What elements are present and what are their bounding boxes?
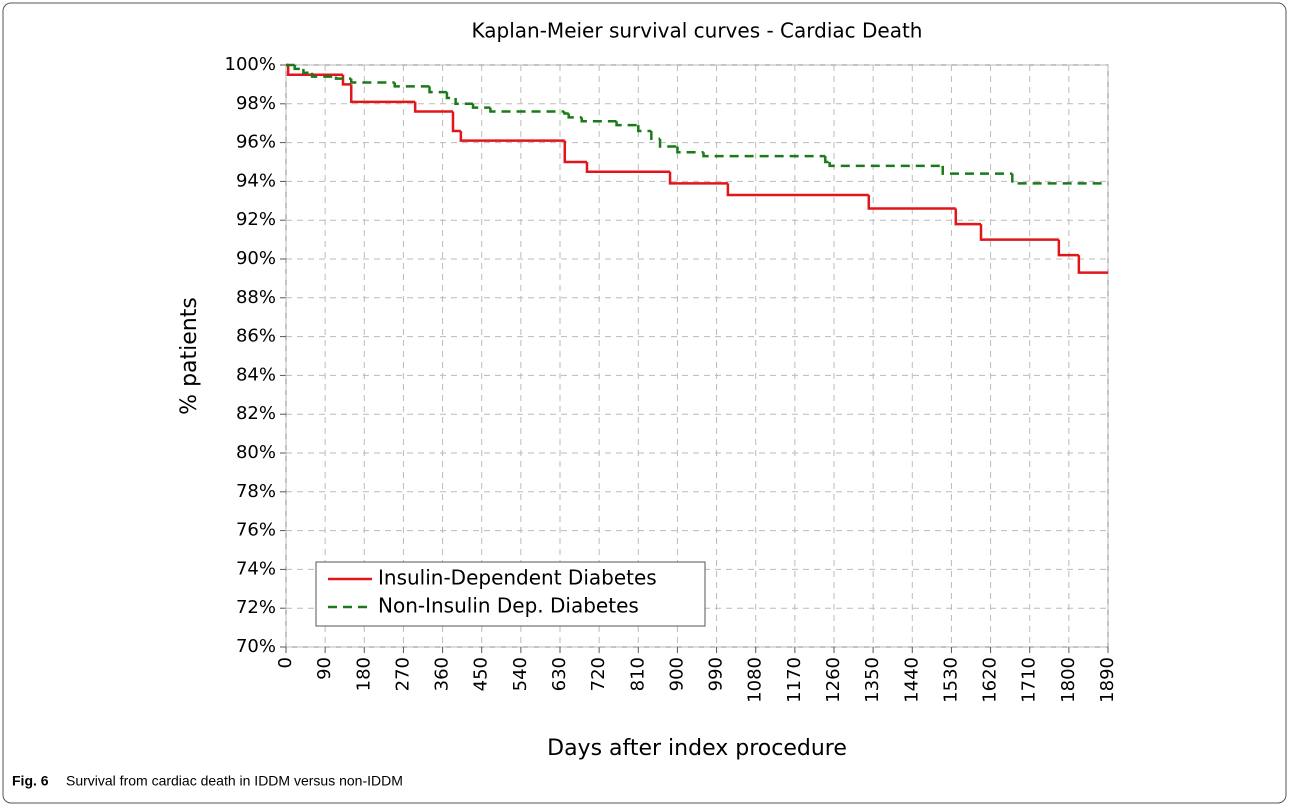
y-tick-label: 70% — [236, 636, 276, 657]
step-segment — [334, 76, 352, 80]
y-tick-label: 98% — [236, 93, 276, 114]
x-tick-label: 360 — [432, 657, 453, 691]
chart-title: Kaplan-Meier survival curves - Cardiac D… — [472, 19, 923, 43]
x-tick-label: 1440 — [901, 657, 922, 703]
y-tick-label: 86% — [236, 326, 276, 347]
step-segment — [637, 125, 652, 133]
step-segment — [293, 65, 304, 71]
step-segment — [454, 97, 474, 106]
x-tick-label: 1800 — [1058, 657, 1079, 703]
y-tick-label: 80% — [236, 442, 276, 463]
step-segment — [658, 138, 678, 148]
step-segment — [824, 156, 830, 164]
x-tick-label: 1530 — [940, 657, 961, 703]
step-segment — [302, 68, 313, 75]
step-segment — [1057, 239, 1079, 257]
y-axis-label: % patients — [177, 297, 202, 415]
step-segment — [310, 72, 337, 78]
step-segment — [1011, 173, 1108, 185]
step-segment — [428, 86, 447, 94]
x-tick-label: 0 — [275, 657, 296, 668]
y-tick-label: 94% — [236, 170, 276, 191]
x-tick-label: 540 — [510, 657, 531, 691]
y-tick-label: 74% — [236, 558, 276, 579]
step-segment — [563, 111, 569, 115]
step-segment — [676, 146, 704, 154]
step-segment — [349, 78, 395, 84]
x-tick-label: 1620 — [980, 657, 1001, 703]
y-tick-label: 90% — [236, 248, 276, 269]
x-tick-label: 1710 — [1019, 657, 1040, 703]
plot-area — [285, 64, 1109, 648]
y-tick-label: 82% — [236, 403, 276, 424]
step-segment — [393, 82, 430, 88]
step-segment — [580, 117, 617, 123]
step-segment — [413, 101, 454, 113]
x-tick-label: 1080 — [745, 657, 766, 703]
x-tick-label: 90 — [314, 657, 335, 680]
x-tick-label: 1260 — [823, 657, 844, 703]
caption-label: Fig. 6 — [12, 773, 49, 789]
step-segment — [867, 194, 956, 210]
step-segment — [349, 84, 416, 104]
legend-label: Insulin-Dependent Diabetes — [378, 566, 657, 590]
y-tick-label: 92% — [236, 209, 276, 230]
x-tick-label: 630 — [549, 657, 570, 691]
step-segment — [445, 92, 456, 100]
caption-text: Survival from cardiac death in IDDM vers… — [66, 773, 403, 789]
x-tick-label: 1890 — [1097, 657, 1118, 703]
y-tick-label: 76% — [236, 520, 276, 541]
x-tick-label: 720 — [588, 657, 609, 691]
y-tick-label: 100% — [225, 54, 276, 75]
x-tick-label: 270 — [392, 657, 413, 691]
step-segment — [1077, 255, 1108, 274]
step-segment — [489, 107, 565, 113]
step-segment — [567, 113, 582, 119]
y-tick-label: 88% — [236, 287, 276, 308]
x-tick-label: 180 — [353, 657, 374, 691]
step-segment — [459, 130, 565, 142]
step-segment — [650, 130, 661, 140]
legend-box — [315, 561, 706, 627]
step-segment — [702, 152, 826, 158]
step-segment — [941, 165, 1013, 175]
step-segment — [726, 183, 869, 197]
legend: Insulin-Dependent Diabetes Non-Insulin De… — [315, 561, 706, 627]
y-tick-label: 78% — [236, 481, 276, 502]
step-segment — [451, 111, 461, 133]
step-segment — [979, 224, 1059, 241]
step-segment — [286, 65, 343, 76]
step-segment — [615, 121, 639, 127]
x-tick-label: 450 — [471, 657, 492, 691]
x-tick-label: 900 — [666, 657, 687, 691]
x-tick-label: 990 — [706, 657, 727, 691]
y-tick-label: 96% — [236, 132, 276, 153]
step-segment — [954, 208, 982, 226]
legend-label: Non-Insulin Dep. Diabetes — [378, 594, 639, 618]
step-segment — [585, 162, 671, 173]
x-axis-label: Days after index procedure — [547, 736, 847, 761]
x-tick-label: 1350 — [862, 657, 883, 703]
x-tick-label: 810 — [627, 657, 648, 691]
step-segment — [668, 171, 728, 185]
y-tick-label: 72% — [236, 597, 276, 618]
step-segment — [563, 140, 587, 164]
y-tick-label: 84% — [236, 364, 276, 385]
x-tick-label: 1170 — [784, 657, 805, 703]
step-segment — [828, 162, 943, 168]
step-segment — [471, 103, 491, 109]
